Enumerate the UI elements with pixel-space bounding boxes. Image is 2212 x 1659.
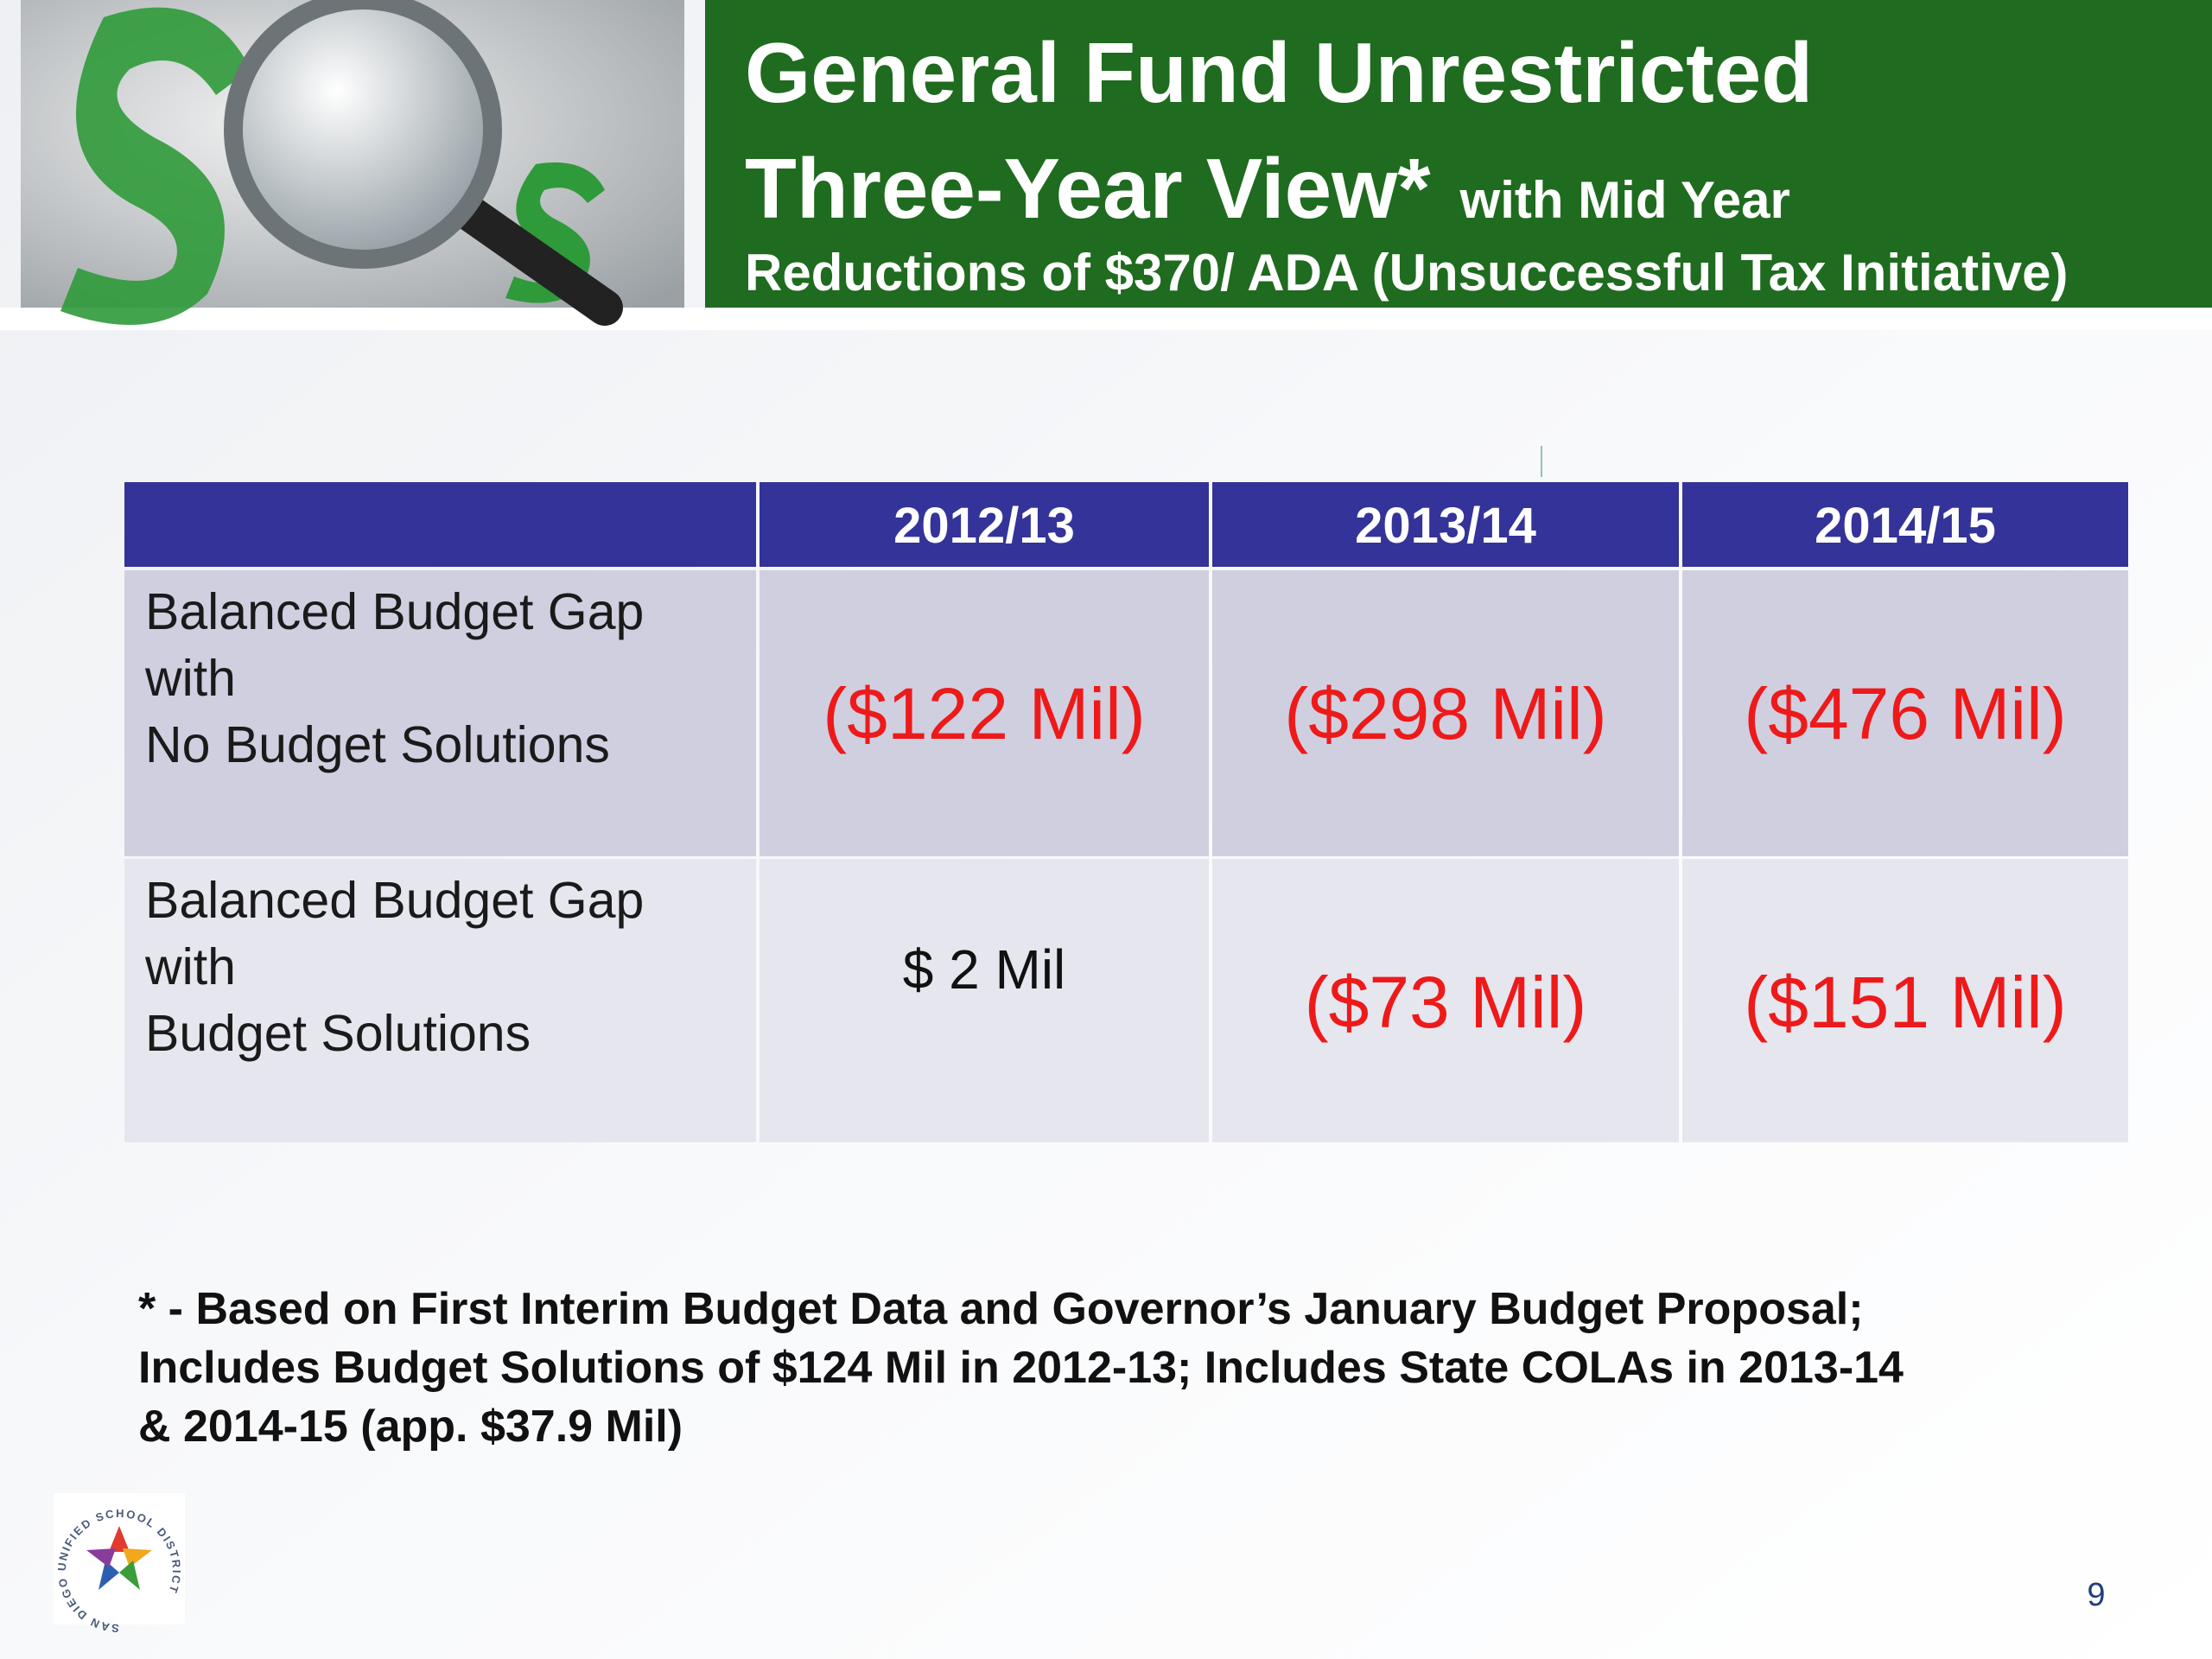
table-cell (1682, 570, 2128, 856)
title-band (705, 0, 2212, 308)
cell-value: $ 2 Mil (903, 938, 1066, 1001)
footnote: * - Based on First Interim Budget Data a… (138, 1284, 1904, 1452)
row-label: Budget Solutions (145, 1005, 531, 1062)
column-header: 2013/14 (1355, 498, 1536, 554)
row-label: with (144, 650, 236, 707)
table-cell (1212, 859, 1679, 1142)
subtitle: Reductions of $370/ ADA (Unsuccessful Ta… (745, 244, 2068, 302)
subtitle: with Mid Year (1459, 171, 1790, 229)
cell-value: ($122 Mil) (823, 673, 1145, 754)
header-divider (0, 308, 2212, 330)
table-cell (760, 570, 1209, 856)
header-cell (1682, 482, 2128, 567)
table-cell (124, 859, 756, 1142)
cell-value: ($298 Mil) (1284, 673, 1606, 754)
column-header: 2014/15 (1815, 498, 1996, 554)
footnote-line: Includes Budget Solutions of $124 Mil in… (138, 1343, 1904, 1393)
row-label: Balanced Budget Gap (145, 583, 644, 640)
table-cell (760, 859, 1209, 1142)
row-label: Balanced Budget Gap (145, 872, 644, 929)
column-header: 2012/13 (893, 498, 1075, 554)
logo: SAN DIEGO UNIFIED SCHOOL DISTRICT (54, 1493, 185, 1635)
row-label: No Budget Solutions (145, 716, 610, 773)
title: Three-Year View* with Mid Year (745, 141, 1790, 236)
table-cell (124, 570, 756, 856)
table-cell (1682, 859, 2128, 1142)
cell-value: ($476 Mil) (1744, 673, 2066, 754)
table: 2012/13 2013/14 2014/15 Balanced Budget Gap… (124, 482, 2128, 1142)
header-cell (1212, 482, 1679, 567)
cell-value: ($151 Mil) (1744, 962, 2066, 1043)
title: Three-Year View* (745, 141, 1431, 236)
cell-value: ($73 Mil) (1305, 962, 1587, 1043)
header-cell (760, 482, 1209, 567)
footnote-line: & 2014-15 (app. $37.9 Mil) (138, 1402, 683, 1452)
footnote-line: * - Based on First Interim Budget Data a… (138, 1284, 1864, 1334)
title: General Fund Unrestricted (745, 25, 1813, 120)
row-label: with (144, 938, 236, 995)
header-cell (124, 482, 756, 567)
header-image (21, 0, 684, 326)
page-number: 9 (2087, 1577, 2105, 1613)
table-cell (1212, 570, 1679, 856)
